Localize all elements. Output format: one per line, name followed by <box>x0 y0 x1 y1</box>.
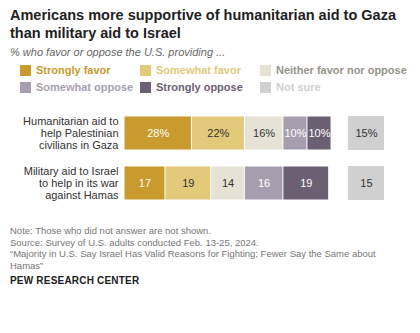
svg-text:19: 19 <box>182 177 194 189</box>
svg-text:16%: 16% <box>253 127 275 139</box>
html-text:Source: Survey of U.S. adults: Source: Survey of U.S. adults conducted … <box>10 236 259 248</box>
svg-text:15: 15 <box>360 177 372 189</box>
html-text:Neither favor nor oppose: Neither favor nor oppose <box>276 64 407 76</box>
svg-text:17: 17 <box>139 177 151 189</box>
html-text:Strongly oppose: Strongly oppose <box>156 81 243 93</box>
html-text:% who favor or oppose the U.S.: % who favor or oppose the U.S. providing… <box>10 46 226 58</box>
svg-text:Military aid to Israelto help: Military aid to Israelto help in its war… <box>24 165 119 201</box>
html-text:Note: Those who did not answer: Note: Those who did not answer are not s… <box>10 225 211 236</box>
html-text:Somewhat favor: Somewhat favor <box>156 64 241 76</box>
html-text:Not sure: Not sure <box>276 81 321 93</box>
svg-text:22%: 22% <box>207 127 229 139</box>
svg-text:14: 14 <box>222 177 234 189</box>
svg-text:28%: 28% <box>147 127 169 139</box>
svg-text:15%: 15% <box>355 127 377 139</box>
html-text:“Majority in U.S. Say Israel H: “Majority in U.S. Say Israel Has Valid R… <box>10 248 376 271</box>
html-text:Strongly favor: Strongly favor <box>36 64 111 76</box>
svg-text:Humanitarian aid tohelp Palest: Humanitarian aid tohelp Palestiniancivil… <box>23 115 119 151</box>
html-text:Americans more supportive of h: Americans more supportive of humanitaria… <box>10 7 396 41</box>
html-text:Somewhat oppose: Somewhat oppose <box>36 81 134 93</box>
svg-text:19: 19 <box>300 177 312 189</box>
svg-text:16: 16 <box>258 177 270 189</box>
html-text:PEW RESEARCH CENTER: PEW RESEARCH CENTER <box>10 275 140 286</box>
svg-text:10%: 10% <box>284 127 306 139</box>
svg-text:10%: 10% <box>308 127 330 139</box>
